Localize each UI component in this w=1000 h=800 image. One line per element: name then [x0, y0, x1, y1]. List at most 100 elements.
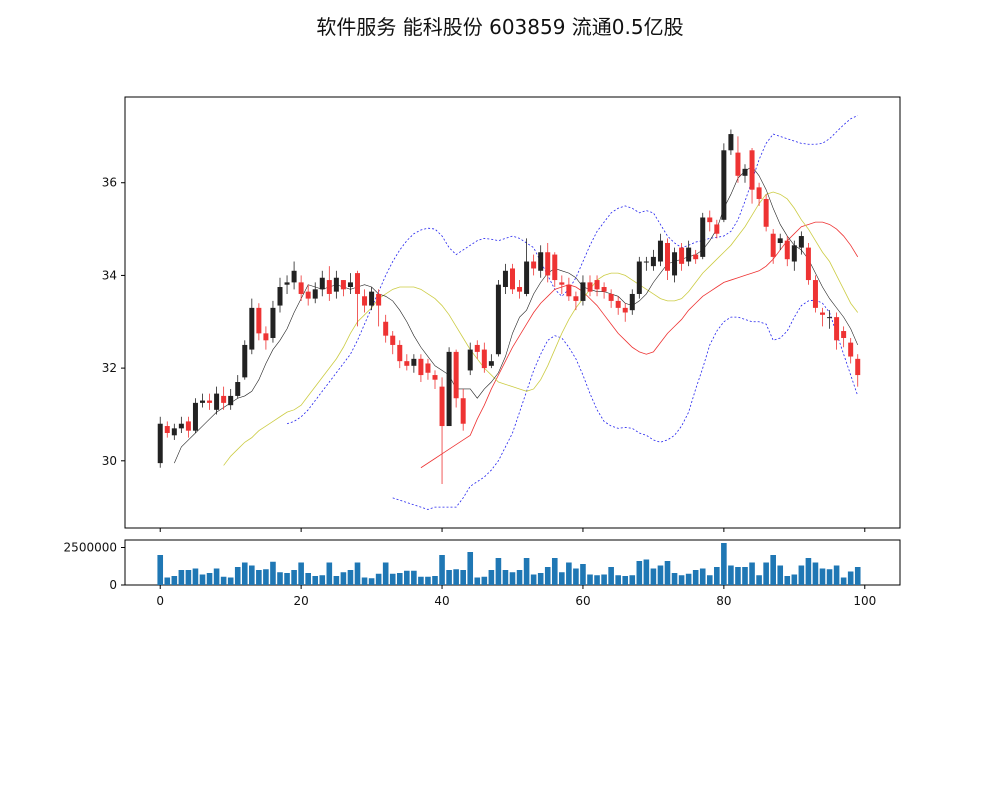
volume-bar	[502, 570, 509, 585]
volume-bar	[333, 576, 340, 585]
volume-bar	[523, 558, 530, 585]
volume-bar	[270, 561, 276, 585]
volume-bar	[340, 572, 347, 585]
volume-bar	[566, 562, 572, 585]
volume-bar	[467, 552, 474, 585]
volume-bar	[284, 573, 290, 585]
volume-bar	[608, 567, 614, 585]
volume-bar	[326, 562, 333, 585]
candle-body	[284, 282, 290, 285]
volume-bar	[446, 570, 452, 585]
volume-bar	[227, 577, 234, 585]
candle-body	[700, 217, 706, 257]
candle-body	[221, 395, 227, 403]
volume-bar	[495, 558, 502, 585]
candle-body	[369, 291, 375, 306]
candle-body	[573, 296, 579, 301]
volume-bar	[833, 565, 840, 585]
candle-body	[545, 252, 551, 276]
volume-bar	[234, 567, 241, 585]
volume-bar	[770, 555, 776, 585]
candle-body	[207, 400, 213, 403]
candle-body	[157, 423, 163, 464]
volume-y-tick-label: 0	[109, 578, 117, 592]
volume-bar	[805, 558, 812, 585]
candle-body	[242, 344, 248, 378]
series-line-boll-upper	[286, 115, 858, 425]
price-panel: 30 32 34 36	[102, 96, 901, 532]
candle-body	[749, 150, 755, 190]
candle-body	[355, 273, 360, 294]
candle-body	[502, 270, 508, 288]
candle-body	[390, 335, 396, 345]
volume-y-tick-label: 2500000	[64, 541, 117, 555]
x-tick-label: 20	[293, 594, 308, 608]
volume-bar	[241, 562, 248, 585]
candle-body	[164, 426, 170, 433]
candle-body	[686, 247, 692, 262]
candle-body	[495, 284, 501, 355]
candle-body	[270, 307, 276, 338]
volume-bar	[791, 574, 798, 585]
candle-body	[488, 361, 494, 366]
candle-body	[510, 268, 515, 290]
candle-body	[650, 256, 656, 267]
volume-bar	[847, 571, 854, 585]
price-marks	[157, 115, 861, 510]
candle-body	[721, 150, 727, 220]
y-tick-label: 32	[102, 361, 117, 375]
volume-bar	[291, 570, 297, 585]
volume-bar	[509, 572, 516, 585]
candle-body	[326, 280, 332, 294]
candle-body	[742, 168, 748, 176]
candle-body	[707, 217, 713, 223]
volume-marks	[157, 543, 861, 585]
candle-body	[636, 261, 642, 294]
volume-bar	[784, 576, 791, 585]
volume-bar	[714, 567, 720, 585]
candle-body	[200, 400, 205, 403]
candle-body	[552, 254, 558, 281]
volume-bar	[699, 568, 706, 585]
candle-body	[256, 307, 262, 334]
candle-body	[460, 398, 466, 424]
candle-body	[812, 280, 818, 308]
volume-bar	[721, 543, 727, 585]
volume-bar	[453, 569, 459, 585]
candle-body	[474, 344, 480, 352]
volume-bar	[678, 575, 685, 585]
candle-body	[418, 358, 424, 376]
volume-bar	[361, 577, 368, 585]
candle-body	[263, 333, 269, 341]
candle-body	[679, 247, 685, 264]
candle-body	[467, 349, 473, 371]
volume-bar	[375, 573, 382, 585]
volume-bar	[199, 574, 206, 585]
volume-bar	[756, 575, 762, 585]
candle-body	[249, 307, 255, 350]
volume-bar	[411, 570, 417, 585]
candle-body	[665, 242, 670, 271]
volume-bar	[178, 570, 185, 585]
candle-body	[185, 421, 191, 431]
volume-bar	[249, 565, 255, 585]
x-tick-label: 60	[575, 594, 590, 608]
candle-body	[848, 342, 854, 357]
x-tick-label: 100	[853, 594, 876, 608]
volume-bar	[728, 565, 734, 585]
candle-body	[714, 224, 720, 234]
volume-bar	[587, 574, 593, 585]
candle-body	[629, 293, 635, 311]
volume-bar	[812, 562, 819, 585]
volume-bar	[798, 565, 805, 585]
volume-bar	[396, 573, 403, 585]
candle-body	[298, 282, 304, 294]
volume-bar	[692, 570, 699, 585]
volume-bar	[742, 567, 748, 585]
candle-body	[728, 134, 734, 151]
volume-bar	[425, 576, 431, 585]
volume-panel: 0 2500000 0 20 40 60 80 100	[64, 539, 901, 608]
volume-bar	[580, 564, 586, 585]
y-tick-label: 34	[102, 268, 117, 282]
volume-bar	[749, 562, 755, 585]
